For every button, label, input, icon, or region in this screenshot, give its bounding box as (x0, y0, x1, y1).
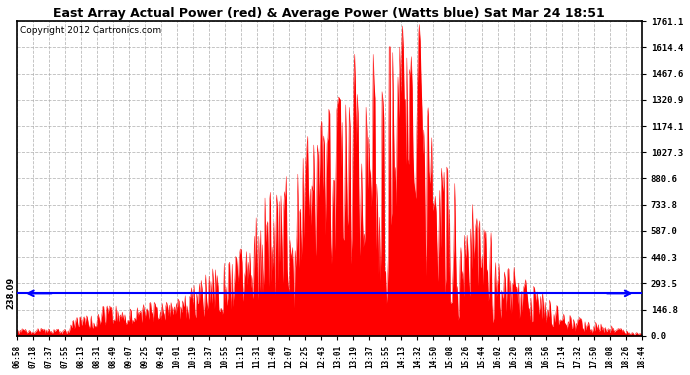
Title: East Array Actual Power (red) & Average Power (Watts blue) Sat Mar 24 18:51: East Array Actual Power (red) & Average … (53, 7, 605, 20)
Text: Copyright 2012 Cartronics.com: Copyright 2012 Cartronics.com (20, 26, 161, 35)
Text: 238.09: 238.09 (6, 277, 15, 309)
